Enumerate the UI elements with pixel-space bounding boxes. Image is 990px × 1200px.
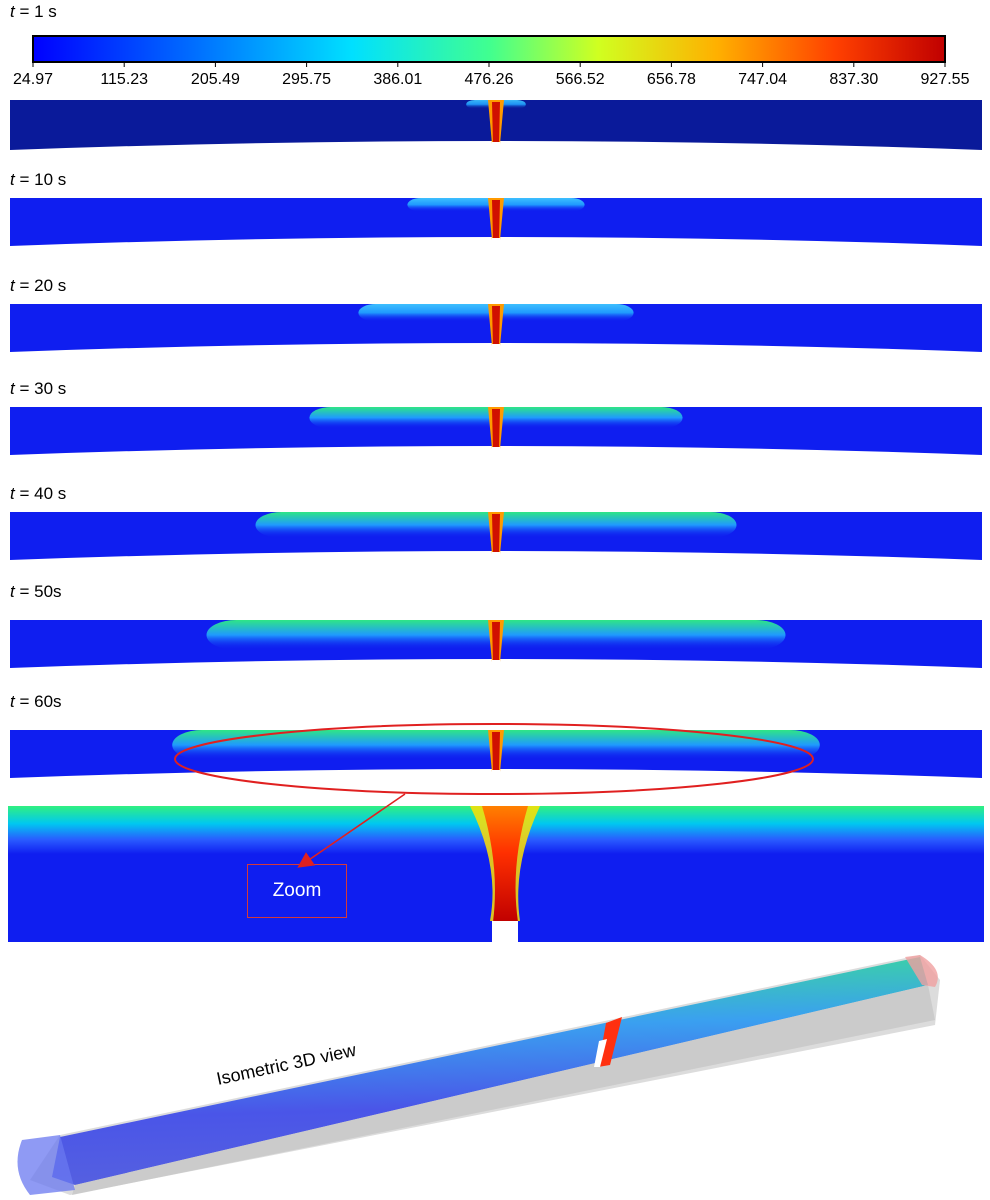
- time-label: t = 20 s: [10, 276, 67, 295]
- colorbar-tick-label: 386.01: [373, 71, 422, 88]
- temperature-panel: [10, 198, 982, 250]
- temperature-panel: [10, 730, 982, 782]
- isometric-3d-view: Isometric 3D view: [17, 955, 940, 1195]
- colorbar-tick-label: 566.52: [556, 71, 605, 88]
- time-label: t = 10 s: [10, 170, 67, 189]
- colorbar-tick-label: 927.55: [921, 71, 970, 88]
- time-label: t = 60s: [10, 692, 62, 711]
- temperature-panel: [10, 304, 982, 356]
- temperature-panel: [10, 620, 982, 672]
- colorbar-tick-label: 24.97: [13, 71, 53, 88]
- time-label: t = 50s: [10, 582, 62, 601]
- colorbar-tick-label: 476.26: [465, 71, 514, 88]
- colorbar-svg: 24.97 115.23 205.49 295.75 386.01 476.26 566.5…: [13, 35, 970, 88]
- colorbar: 24.97 115.23 205.49 295.75 386.01 476.26 566.5…: [0, 0, 990, 95]
- temperature-panel: [10, 407, 982, 459]
- time-label: t = 1 s: [10, 2, 57, 21]
- time-label: t = 30 s: [10, 379, 67, 398]
- zoom-panel: [8, 806, 984, 942]
- colorbar-tick-label: 295.75: [282, 71, 331, 88]
- temperature-panel: [10, 512, 982, 564]
- zoom-label-box: Zoom: [247, 864, 347, 918]
- colorbar-tick-label: 115.23: [100, 71, 148, 88]
- temperature-panel: [10, 100, 982, 154]
- colorbar-tick-label: 656.78: [647, 71, 696, 88]
- time-label: t = 40 s: [10, 484, 67, 503]
- colorbar-tick-label: 747.04: [738, 71, 787, 88]
- colorbar-tick-label: 205.49: [191, 71, 240, 88]
- colorbar-tick-label: 837.30: [829, 71, 878, 88]
- colorbar-gradient: [32, 35, 946, 63]
- zoom-label: Zoom: [272, 880, 322, 901]
